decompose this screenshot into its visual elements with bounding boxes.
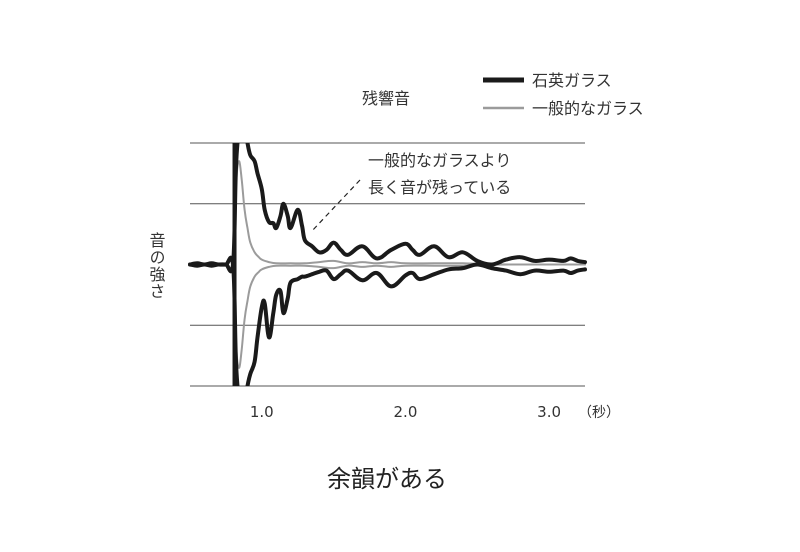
x-tick-labels: 1.0 2.0 3.0 (250, 403, 561, 421)
series-glass-lower-envelope (189, 258, 586, 369)
grid (190, 142, 585, 387)
legend-label-quartz: 石英ガラス (532, 71, 612, 90)
x-tick-label: 3.0 (537, 403, 561, 421)
annotation-line-2: 長く音が残っている (368, 178, 511, 197)
legend: 石英ガラス 一般的なガラス (483, 71, 644, 118)
x-tick-label: 1.0 (250, 403, 274, 421)
x-axis-unit: （秒） (578, 405, 620, 421)
annotation-leader-line (310, 179, 361, 233)
legend-label-glass: 一般的なガラス (532, 99, 644, 118)
series-quartz-upper-envelope (188, 143, 587, 274)
annotation: 一般的なガラスより 長く音が残っている (310, 151, 511, 233)
series-quartz-lower-envelope (188, 255, 587, 386)
series-layer (188, 143, 587, 386)
chart-title: 残響音 (362, 89, 410, 108)
y-axis-label: 音の強さ (147, 232, 166, 300)
annotation-line-1: 一般的なガラスより (368, 151, 511, 170)
figure-caption: 余韻がある (327, 465, 447, 493)
x-tick-label: 2.0 (394, 403, 418, 421)
